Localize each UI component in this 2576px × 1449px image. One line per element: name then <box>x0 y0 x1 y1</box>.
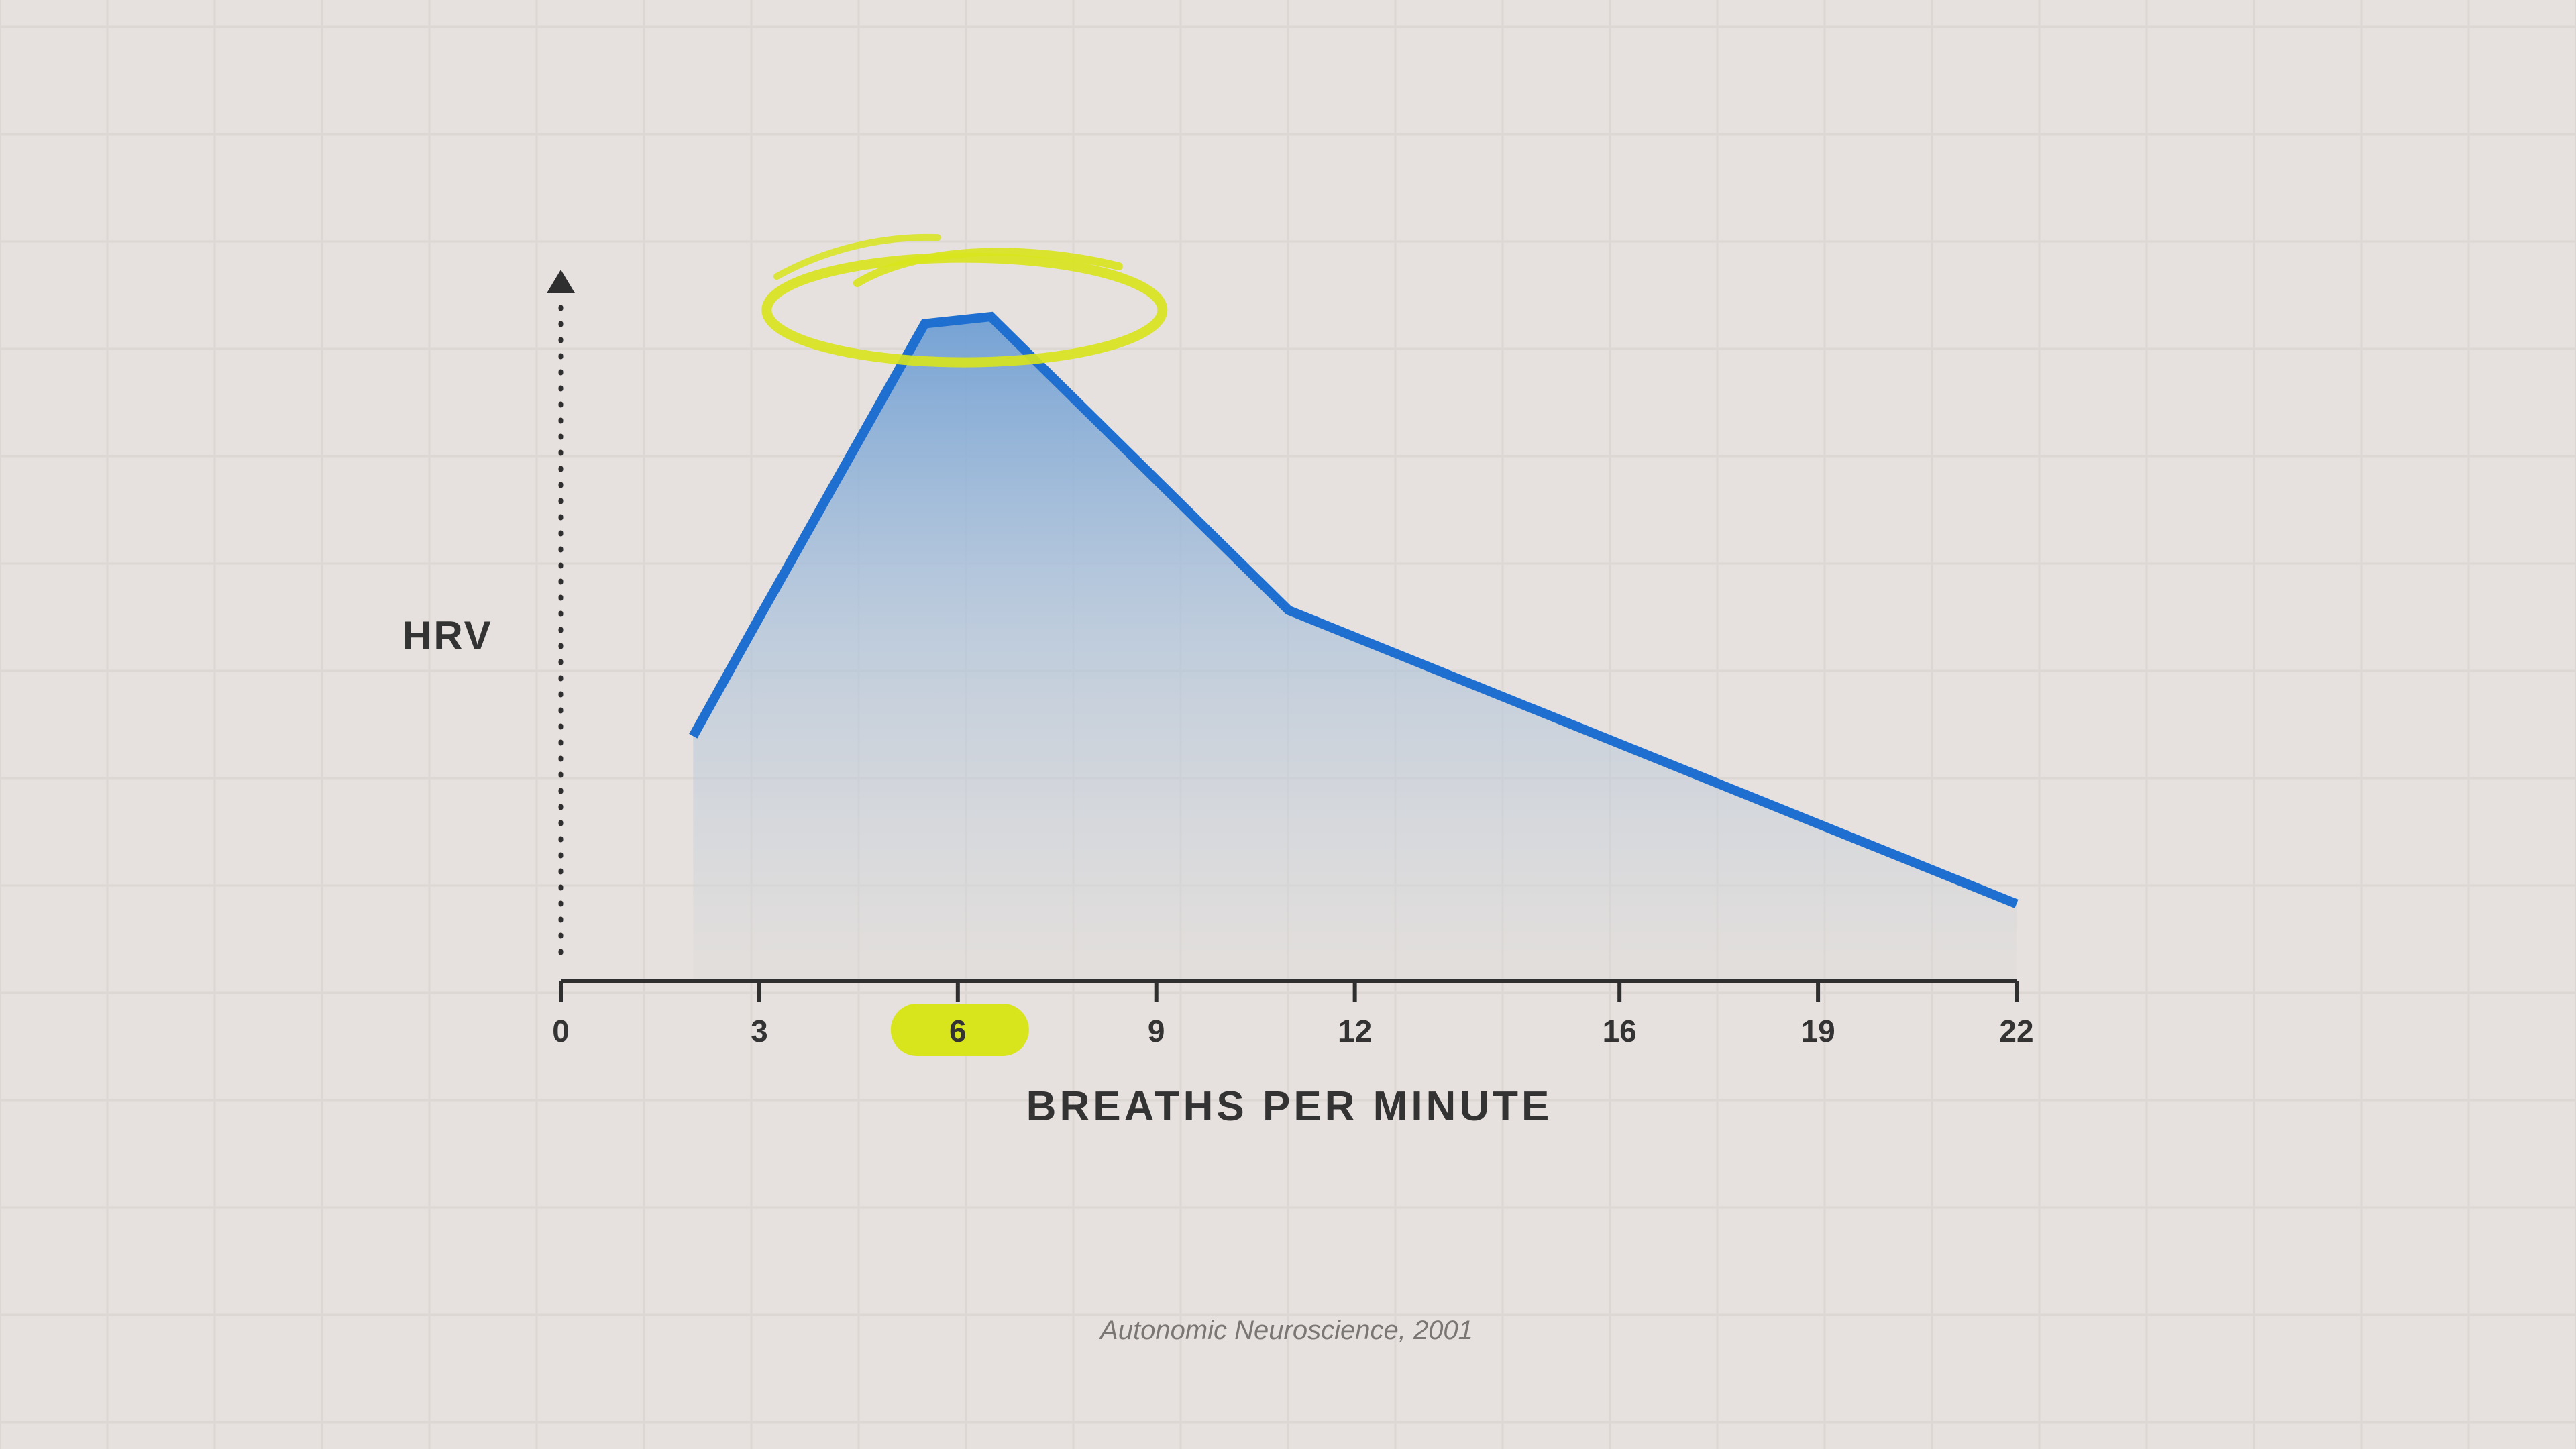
x-tick-label: 16 <box>1603 1014 1637 1049</box>
peak-annotation-circle <box>761 252 1168 368</box>
x-tick-label: 19 <box>1801 1014 1835 1049</box>
tick-highlight-pill <box>890 1004 1029 1056</box>
y-axis-label: HRV <box>402 613 493 658</box>
x-tick-label: 12 <box>1338 1014 1372 1049</box>
x-tick-label: 6 <box>949 1014 967 1049</box>
data-point <box>693 736 694 737</box>
x-tick-label: 0 <box>552 1014 570 1049</box>
x-tick-label: 9 <box>1148 1014 1165 1049</box>
data-point <box>924 323 925 324</box>
peak-annotation-stroke <box>853 248 1123 288</box>
source-citation: Autonomic Neuroscience, 2001 <box>1099 1316 1473 1345</box>
x-axis-label: BREATHS PER MINUTE <box>1026 1083 1553 1130</box>
x-tick-label: 22 <box>1999 1014 2033 1049</box>
x-tick-label: 3 <box>751 1014 768 1049</box>
area-fill-layer <box>693 317 2017 981</box>
annotation-layer <box>761 233 1168 1056</box>
area-fill <box>693 317 2017 981</box>
series-line <box>689 311 2019 908</box>
axes <box>547 270 2019 1002</box>
y-axis-arrow-icon <box>547 270 575 293</box>
peak-annotation-tail <box>773 233 941 280</box>
line-layer <box>689 311 2019 908</box>
text-layer: HRV BREATHS PER MINUTE Autonomic Neurosc… <box>402 613 2034 1345</box>
